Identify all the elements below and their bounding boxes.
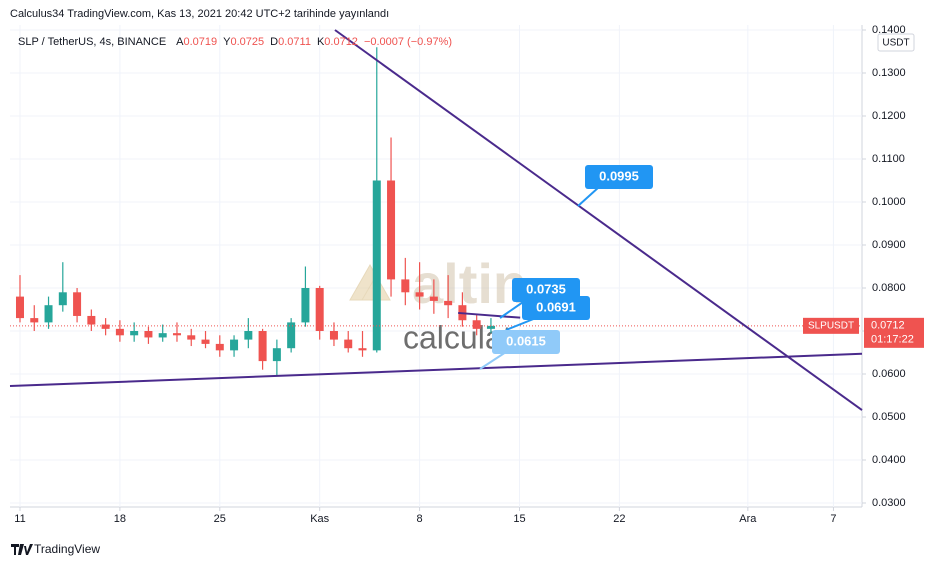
x-tick-label: Kas <box>310 513 329 525</box>
candle-body <box>387 180 396 280</box>
candle-body <box>272 348 281 362</box>
x-tick-label: 7 <box>830 513 836 525</box>
candle-body <box>115 328 124 336</box>
callout-box <box>522 296 590 320</box>
countdown-label: 01:17:22 <box>871 334 914 346</box>
x-tick-label: 25 <box>214 513 226 525</box>
legend-title: SLP / TetherUS, 4s, BINANCE <box>18 36 166 48</box>
callout-label: 0.0995 <box>599 168 639 183</box>
candle-body <box>230 339 239 351</box>
y-tick-label: 0.1100 <box>872 153 905 165</box>
y-tick-label: 0.0800 <box>872 282 906 294</box>
candle-body <box>130 331 139 336</box>
x-tick-label: 22 <box>613 513 625 525</box>
candle-body <box>472 320 481 329</box>
legend-change: −0.0007 (−0.97%) <box>364 36 452 48</box>
ohlc-value: 0.0719 <box>184 36 218 48</box>
candle-body <box>444 300 453 306</box>
candle-body <box>486 325 495 329</box>
header: Calculus34 TradingView.com, Kas 13, 2021… <box>10 8 389 20</box>
currency-label: USDT <box>882 38 909 49</box>
callout-label: 0.0615 <box>506 333 546 348</box>
trendline <box>334 29 863 411</box>
candle-body <box>201 339 210 344</box>
y-tick-label: 0.1200 <box>872 110 906 122</box>
x-tick-label: 15 <box>513 513 525 525</box>
x-tick-label: 8 <box>417 513 423 525</box>
ohlc-value: 0.0725 <box>231 36 265 48</box>
symbol-label: SLPUSDT <box>808 320 854 331</box>
ohlc-key: A <box>176 36 184 48</box>
watermark: altin <box>412 252 527 315</box>
candle-body <box>329 331 338 340</box>
y-tick-label: 0.1000 <box>872 196 906 208</box>
y-tick-label: 0.0600 <box>872 368 906 380</box>
candle-body <box>73 292 82 316</box>
candle-body <box>372 180 381 351</box>
price-label: 0.0712 <box>871 320 905 332</box>
currency-box <box>877 33 915 52</box>
ohlc-key: Y <box>223 36 231 48</box>
callout-pointer <box>479 351 507 370</box>
candle-body <box>344 339 353 349</box>
candle-body <box>215 343 224 351</box>
candle-body <box>415 292 424 297</box>
candle-body <box>44 305 53 323</box>
callout-box <box>585 165 653 189</box>
candle-body <box>429 296 438 301</box>
y-tick-label: 0.0900 <box>872 239 906 251</box>
callout-label: 0.0735 <box>526 281 566 296</box>
y-tick-label: 0.0500 <box>872 411 906 423</box>
ohlc-key: K <box>317 36 325 48</box>
ohlc-key: D <box>270 36 278 48</box>
callout-pointer <box>499 299 527 319</box>
symbol-tag <box>803 317 859 334</box>
y-tick-label: 0.1300 <box>872 67 906 79</box>
y-tick-label: 0.0400 <box>872 454 906 466</box>
y-tick-label: 0.0300 <box>872 497 906 509</box>
candle-body <box>15 296 24 319</box>
price-tag <box>864 317 924 348</box>
callout-pointer <box>577 186 600 207</box>
candle-body <box>172 333 181 336</box>
callout-box <box>492 330 560 354</box>
tv-logo <box>11 544 33 555</box>
candle-body <box>401 279 410 293</box>
candle-body <box>101 324 110 329</box>
candle-body <box>187 335 196 340</box>
candle-body <box>244 331 253 340</box>
candle-body <box>158 333 167 338</box>
y-tick-label: 0.1400 <box>872 24 906 36</box>
trendline <box>9 352 863 388</box>
candle-body <box>358 348 367 351</box>
candle-body <box>87 315 96 325</box>
candle-body <box>315 288 324 331</box>
footer: TradingView <box>34 542 100 556</box>
callout-label: 0.0691 <box>536 299 576 314</box>
ohlc-value: 0.0712 <box>324 36 358 48</box>
candle-body <box>287 322 296 349</box>
x-tick-label: 18 <box>114 513 126 525</box>
legend: SLP / TetherUS, 4s, BINANCE A0.0719 Y0.072… <box>18 36 452 48</box>
candle-body <box>144 331 153 338</box>
candle-body <box>301 288 310 323</box>
x-tick-label: Ara <box>739 513 757 525</box>
x-tick-label: 11 <box>14 513 25 525</box>
candle-body <box>58 292 67 306</box>
trendline <box>458 311 521 319</box>
candle-body <box>258 331 267 362</box>
ohlc-value: 0.0711 <box>278 36 311 48</box>
candle-body <box>30 318 39 323</box>
